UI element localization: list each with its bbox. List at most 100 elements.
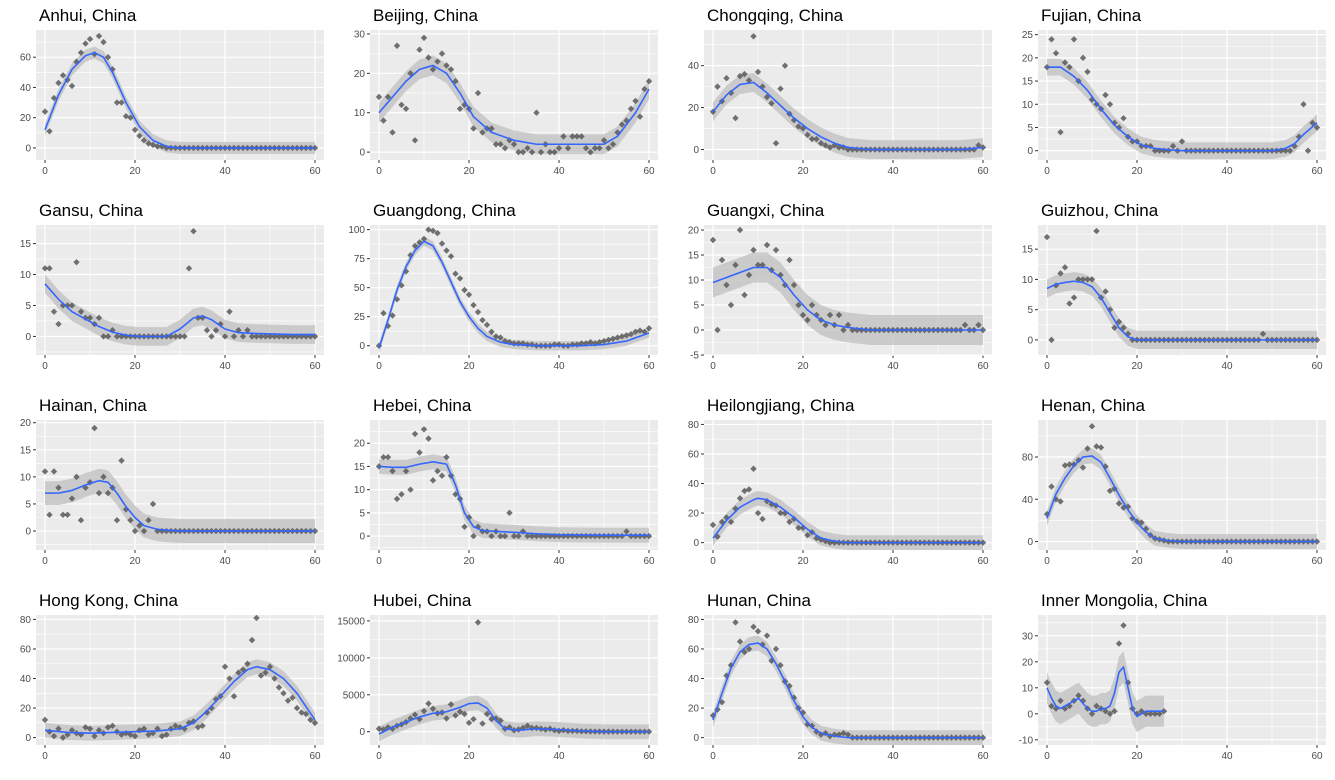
data-point: [1300, 101, 1307, 108]
data-point: [763, 93, 771, 101]
panel-plot: 0 20 40 60 0 20 40 60: [20, 30, 324, 177]
data-point: [375, 93, 383, 101]
data-point: [1120, 622, 1127, 629]
data-point: [609, 141, 617, 148]
y-tick-label: 0: [1027, 709, 1033, 720]
y-tick-label: 0: [359, 532, 365, 543]
data-point: [113, 99, 121, 106]
data-point: [434, 229, 441, 237]
y-tick-label: 0: [359, 727, 365, 738]
data-point: [307, 716, 314, 724]
data-point: [754, 509, 762, 517]
data-point: [768, 100, 775, 107]
data-point: [1075, 692, 1082, 699]
y-tick-label: 10: [1022, 275, 1034, 286]
x-tick-label: 20: [1131, 361, 1143, 372]
y-tick-label: 15: [1022, 245, 1034, 256]
data-point: [109, 327, 116, 334]
x-tick-label: 60: [977, 751, 989, 762]
y-tick-label: 0: [1027, 537, 1033, 548]
y-tick-label: 0: [1027, 146, 1033, 157]
y-tick-label: 5000: [343, 690, 366, 701]
data-point: [623, 332, 630, 339]
x-tick-label: 40: [219, 751, 231, 762]
data-point: [714, 706, 721, 713]
data-point: [1048, 483, 1055, 490]
data-point: [226, 308, 233, 315]
data-point: [732, 261, 739, 269]
x-tick-label: 40: [1221, 751, 1233, 762]
data-point: [393, 495, 401, 503]
data-point: [632, 97, 639, 105]
y-tick-label: -5: [690, 351, 699, 362]
data-point: [745, 271, 753, 279]
data-point: [714, 326, 721, 334]
y-tick-label: 5: [25, 301, 31, 312]
data-point: [528, 148, 536, 156]
data-point: [506, 724, 513, 731]
y-tick-label: 40: [20, 83, 32, 94]
data-point: [95, 32, 103, 40]
data-point: [185, 265, 193, 272]
facet-panel: 0 20 40 60 0 20 40 Chongqing, China: [668, 0, 1002, 195]
data-point: [822, 142, 829, 149]
data-point: [140, 725, 148, 732]
data-point: [465, 514, 473, 521]
facet-panel: 0 20 40 60 0 10 20 30 Beijing, China: [334, 0, 668, 195]
y-tick-label: 20: [688, 226, 700, 237]
x-tick-label: 20: [129, 556, 141, 567]
data-point: [474, 619, 482, 626]
data-point: [244, 660, 251, 667]
y-tick-label: 0: [359, 148, 365, 159]
y-tick-label: 15: [688, 251, 700, 262]
y-tick-label: 50: [354, 283, 366, 294]
data-point: [407, 486, 414, 493]
data-point: [591, 144, 599, 152]
panel-title: Gansu, China: [39, 201, 143, 220]
data-point: [154, 725, 161, 732]
facet-panel: 0 20 40 60 0 5 10 15 Guizhou, China: [1002, 195, 1335, 390]
data-point: [596, 144, 603, 152]
data-point: [709, 521, 717, 529]
data-point: [73, 258, 80, 266]
data-point: [741, 291, 748, 299]
data-point: [465, 291, 473, 298]
data-point: [82, 484, 89, 491]
data-point: [1057, 270, 1064, 277]
facet-panel: 0 20 40 60 0 5 10 15 Gansu, China: [0, 195, 334, 390]
data-point: [91, 50, 98, 58]
y-tick-label: 5: [25, 499, 31, 510]
data-point: [497, 532, 504, 540]
x-tick-label: 60: [1311, 751, 1323, 762]
data-point: [208, 704, 215, 712]
data-point: [718, 518, 726, 526]
x-tick-label: 0: [376, 166, 382, 177]
facet-panel: 0 20 40 60 0 5 10 15 20 Hebei, China: [334, 390, 668, 585]
data-point: [230, 693, 238, 700]
data-point: [772, 140, 780, 147]
data-point: [795, 123, 802, 130]
panel-plot: 0 20 40 60 0 5 10 15 20 25: [1022, 30, 1326, 177]
data-point: [411, 242, 419, 250]
x-tick-label: 40: [219, 556, 231, 567]
panel-title: Fujian, China: [1041, 6, 1142, 25]
data-point: [826, 539, 834, 546]
data-point: [524, 532, 531, 540]
data-point: [528, 724, 536, 732]
y-tick-label: 10: [20, 270, 32, 281]
data-point: [1043, 233, 1051, 241]
data-point: [808, 722, 816, 729]
data-point: [578, 133, 585, 140]
data-point: [636, 113, 644, 120]
data-point: [804, 532, 811, 539]
data-point: [1120, 324, 1127, 331]
panel-title: Beijing, China: [373, 6, 478, 25]
data-point: [136, 132, 143, 140]
y-tick-label: 15: [354, 462, 366, 473]
data-point: [1052, 50, 1060, 57]
data-point: [104, 333, 112, 340]
x-tick-label: 40: [1221, 556, 1233, 567]
data-point: [768, 501, 775, 508]
x-tick-label: 40: [219, 361, 231, 372]
